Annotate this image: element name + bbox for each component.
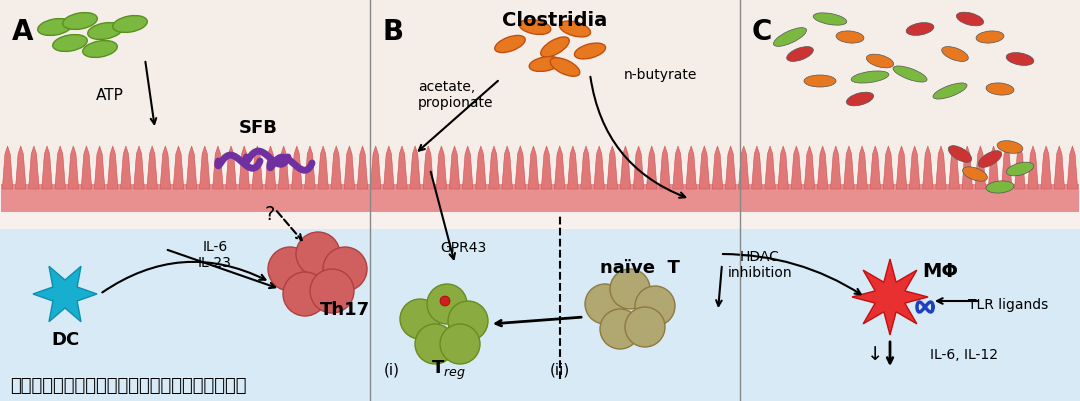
Polygon shape xyxy=(752,147,762,190)
Polygon shape xyxy=(686,147,697,190)
Polygon shape xyxy=(318,147,328,190)
Text: naïve  T: naïve T xyxy=(600,258,680,276)
Polygon shape xyxy=(108,147,118,190)
Polygon shape xyxy=(462,147,473,190)
Polygon shape xyxy=(489,147,499,190)
Text: C: C xyxy=(752,18,772,46)
Polygon shape xyxy=(581,147,591,190)
Polygon shape xyxy=(147,147,158,190)
Polygon shape xyxy=(1067,147,1078,190)
Polygon shape xyxy=(28,147,39,190)
Polygon shape xyxy=(607,147,618,190)
Polygon shape xyxy=(396,147,407,190)
Polygon shape xyxy=(831,147,841,190)
Ellipse shape xyxy=(933,84,967,100)
Polygon shape xyxy=(213,147,224,190)
Polygon shape xyxy=(423,147,433,190)
Circle shape xyxy=(610,269,650,309)
Text: 肠道内众多细菌及其代谢物塑造了肠道免疫状态。: 肠道内众多细菌及其代谢物塑造了肠道免疫状态。 xyxy=(10,376,246,394)
Polygon shape xyxy=(962,147,972,190)
Polygon shape xyxy=(620,147,631,190)
Text: B: B xyxy=(382,18,403,46)
Text: n-butyrate: n-butyrate xyxy=(623,68,697,82)
Polygon shape xyxy=(330,147,341,190)
Polygon shape xyxy=(475,147,486,190)
Polygon shape xyxy=(870,147,880,190)
Polygon shape xyxy=(856,147,867,190)
Polygon shape xyxy=(15,147,26,190)
Polygon shape xyxy=(226,147,237,190)
Ellipse shape xyxy=(997,141,1023,154)
Polygon shape xyxy=(94,147,105,190)
Circle shape xyxy=(268,247,312,291)
Polygon shape xyxy=(345,147,354,190)
Ellipse shape xyxy=(962,167,987,182)
Polygon shape xyxy=(121,147,131,190)
Polygon shape xyxy=(554,147,565,190)
Polygon shape xyxy=(896,147,907,190)
Polygon shape xyxy=(647,147,657,190)
Ellipse shape xyxy=(847,93,874,107)
Polygon shape xyxy=(292,147,302,190)
Ellipse shape xyxy=(836,32,864,44)
Circle shape xyxy=(635,286,675,326)
Polygon shape xyxy=(726,147,735,190)
Polygon shape xyxy=(252,147,262,190)
Polygon shape xyxy=(673,147,684,190)
Circle shape xyxy=(310,269,354,313)
Polygon shape xyxy=(712,147,723,190)
Polygon shape xyxy=(975,147,986,190)
Polygon shape xyxy=(383,147,394,190)
Circle shape xyxy=(323,247,367,291)
Circle shape xyxy=(440,324,480,364)
Ellipse shape xyxy=(773,28,807,47)
Polygon shape xyxy=(922,147,933,190)
Ellipse shape xyxy=(38,20,72,36)
Ellipse shape xyxy=(575,44,606,60)
Text: ATP: ATP xyxy=(96,87,124,102)
Circle shape xyxy=(400,299,440,339)
Polygon shape xyxy=(239,147,249,190)
Ellipse shape xyxy=(804,76,836,88)
Ellipse shape xyxy=(495,36,525,53)
Polygon shape xyxy=(852,259,928,335)
Polygon shape xyxy=(594,147,605,190)
Polygon shape xyxy=(528,147,539,190)
Polygon shape xyxy=(200,147,210,190)
Polygon shape xyxy=(502,147,512,190)
Text: A: A xyxy=(12,18,33,46)
Polygon shape xyxy=(370,147,381,190)
Polygon shape xyxy=(699,147,710,190)
Polygon shape xyxy=(266,147,275,190)
Ellipse shape xyxy=(786,47,813,62)
Polygon shape xyxy=(160,147,171,190)
Ellipse shape xyxy=(948,146,972,163)
Polygon shape xyxy=(633,147,644,190)
Ellipse shape xyxy=(957,13,984,27)
Polygon shape xyxy=(935,147,946,190)
Circle shape xyxy=(625,307,665,347)
Circle shape xyxy=(448,301,488,341)
Polygon shape xyxy=(1028,147,1038,190)
Ellipse shape xyxy=(986,84,1014,96)
FancyBboxPatch shape xyxy=(0,0,370,164)
Polygon shape xyxy=(449,147,460,190)
Circle shape xyxy=(415,324,455,364)
Polygon shape xyxy=(1001,147,1012,190)
Polygon shape xyxy=(660,147,671,190)
Ellipse shape xyxy=(866,55,893,69)
Polygon shape xyxy=(739,147,750,190)
Ellipse shape xyxy=(519,20,551,35)
Circle shape xyxy=(600,309,640,349)
Text: Clostridia: Clostridia xyxy=(502,10,608,29)
Polygon shape xyxy=(436,147,447,190)
Circle shape xyxy=(283,272,327,316)
Text: HDAC
inhibition: HDAC inhibition xyxy=(728,249,793,279)
Ellipse shape xyxy=(1007,53,1034,66)
Text: Th17: Th17 xyxy=(320,300,370,318)
Polygon shape xyxy=(68,147,79,190)
Circle shape xyxy=(296,233,340,276)
Polygon shape xyxy=(305,147,315,190)
Ellipse shape xyxy=(87,24,122,41)
